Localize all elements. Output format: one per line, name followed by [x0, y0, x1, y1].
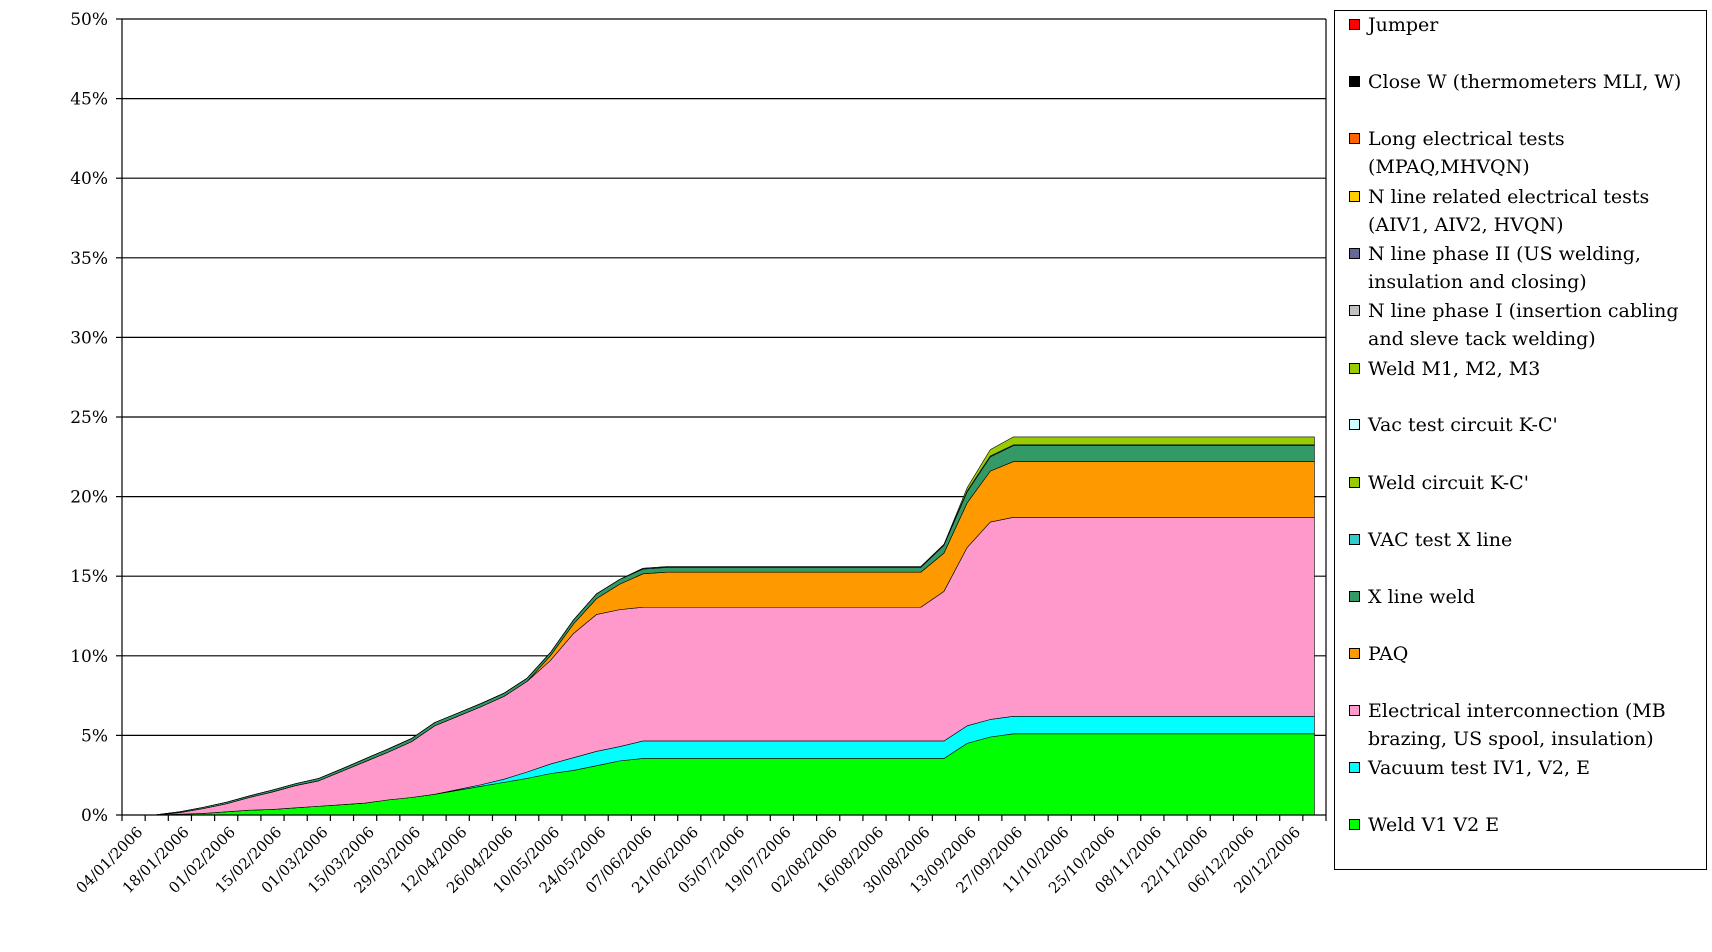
legend-swatch: [1349, 191, 1360, 202]
legend-entry: Vac test circuit K-C': [1349, 411, 1701, 439]
y-tick-label: 20%: [70, 488, 108, 508]
legend-swatch: [1349, 133, 1360, 144]
legend-entry: X line weld: [1349, 583, 1701, 611]
legend-swatch: [1349, 248, 1360, 259]
legend-entry: N line related electrical tests (AIV1, A…: [1349, 183, 1701, 239]
legend-entry: PAQ: [1349, 640, 1701, 668]
x-tick-labels: 04/01/200618/01/200601/02/200615/02/2006…: [73, 823, 1305, 897]
legend-swatch: [1349, 648, 1360, 659]
y-tick-label: 40%: [70, 169, 108, 189]
legend-entry: N line phase II (US welding, insulation …: [1349, 240, 1701, 296]
axes: [116, 18, 1327, 821]
y-tick-label: 50%: [70, 10, 108, 30]
legend: Jumper Close W (thermometers MLI, W) Long …: [1334, 10, 1707, 870]
y-tick-label: 45%: [70, 90, 108, 110]
legend-swatch: [1349, 591, 1360, 602]
y-tick-label: 0%: [81, 806, 108, 826]
y-tick-label: 15%: [70, 567, 108, 587]
legend-label: Weld M1, M2, M3: [1368, 358, 1541, 380]
y-tick-label: 35%: [70, 249, 108, 269]
legend-label: Vac test circuit K-C': [1368, 414, 1558, 436]
legend-label: X line weld: [1368, 586, 1475, 608]
y-tick-label: 30%: [70, 328, 108, 348]
legend-label: N line related electrical tests (AIV1, A…: [1368, 186, 1650, 236]
legend-swatch: [1349, 819, 1360, 830]
legend-entry: Long electrical tests (MPAQ,MHVQN): [1349, 125, 1701, 181]
y-tick-labels: 0% 5% 10% 15% 20% 25% 30% 35% 40% 45% 50%: [70, 10, 108, 826]
area-series-6: [133, 436, 1315, 816]
legend-label: Vacuum test IV1, V2, E: [1368, 757, 1590, 779]
legend-label: Jumper: [1368, 14, 1439, 36]
legend-entry: Weld V1 V2 E: [1349, 811, 1701, 839]
legend-label: Weld circuit K-C': [1368, 472, 1529, 494]
legend-entry: N line phase I (insertion cabling and sl…: [1349, 297, 1701, 353]
y-tick-label: 5%: [81, 726, 108, 746]
legend-entry: Jumper: [1349, 11, 1701, 39]
legend-swatch: [1349, 19, 1360, 30]
legend-entry: VAC test X line: [1349, 526, 1701, 554]
legend-entry: Weld M1, M2, M3: [1349, 355, 1701, 383]
y-tick-label: 10%: [70, 647, 108, 667]
legend-label: Close W (thermometers MLI, W): [1368, 71, 1682, 93]
stacked-area-chart: 0% 5% 10% 15% 20% 25% 30% 35% 40% 45% 50% 04/01/20…: [70, 10, 1327, 897]
y-tick-label: 25%: [70, 408, 108, 428]
legend-swatch: [1349, 762, 1360, 773]
legend-label: Weld V1 V2 E: [1368, 814, 1500, 836]
legend-label: Long electrical tests (MPAQ,MHVQN): [1368, 128, 1565, 178]
legend-swatch: [1349, 363, 1360, 374]
legend-label: Electrical interconnection (MB brazing, …: [1368, 700, 1666, 750]
legend-label: VAC test X line: [1368, 529, 1513, 551]
legend-swatch: [1349, 705, 1360, 716]
area-series: [133, 436, 1315, 816]
legend-swatch: [1349, 477, 1360, 488]
legend-entry: Electrical interconnection (MB brazing, …: [1349, 697, 1701, 753]
legend-entry: Vacuum test IV1, V2, E: [1349, 754, 1701, 782]
gridlines: [122, 18, 1326, 737]
legend-swatch: [1349, 76, 1360, 87]
legend-swatch: [1349, 534, 1360, 545]
legend-entry: Close W (thermometers MLI, W): [1349, 68, 1701, 96]
legend-swatch: [1349, 419, 1360, 430]
legend-label: N line phase II (US welding, insulation …: [1368, 243, 1641, 293]
legend-label: N line phase I (insertion cabling and sl…: [1368, 300, 1679, 350]
legend-label: PAQ: [1368, 643, 1409, 665]
legend-swatch: [1349, 305, 1360, 316]
legend-entry: Weld circuit K-C': [1349, 469, 1701, 497]
